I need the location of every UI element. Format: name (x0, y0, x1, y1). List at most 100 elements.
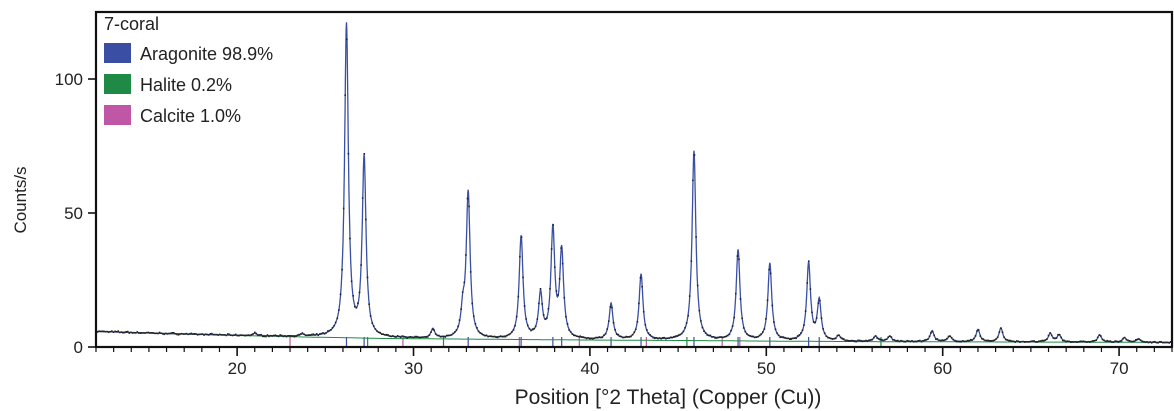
observed-point (796, 335, 799, 337)
observed-point (207, 334, 210, 336)
observed-point (758, 334, 761, 337)
observed-point (581, 336, 583, 338)
observed-point (555, 290, 558, 292)
observed-point (558, 278, 561, 280)
observed-point (533, 327, 535, 330)
observed-point (900, 339, 902, 342)
observed-point (1031, 340, 1034, 342)
observed-point (757, 336, 759, 338)
observed-point (144, 332, 146, 334)
observed-point (168, 332, 170, 335)
observed-point (950, 336, 953, 339)
observed-point (935, 338, 937, 340)
legend-label-aragonite: Aragonite 98.9% (140, 44, 273, 64)
observed-point (1046, 338, 1048, 340)
observed-point (449, 334, 451, 337)
observed-point (377, 331, 380, 333)
observed-point (477, 330, 480, 333)
observed-point (969, 338, 972, 341)
observed-point (127, 330, 129, 333)
observed-point (141, 332, 143, 334)
observed-point (431, 328, 434, 331)
observed-point (158, 331, 161, 334)
observed-point (1082, 340, 1085, 343)
observed-point (792, 337, 794, 340)
observed-point (896, 339, 899, 342)
observed-point (889, 335, 891, 337)
observed-point (952, 338, 955, 341)
observed-point (98, 330, 100, 332)
observed-point (682, 330, 685, 333)
observed-point (819, 299, 821, 302)
x-tick-label: 40 (580, 359, 599, 378)
observed-point (120, 331, 123, 333)
observed-point (495, 336, 497, 338)
observed-point (1114, 340, 1116, 342)
observed-point (574, 334, 577, 337)
observed-point (511, 331, 513, 333)
observed-point (115, 331, 118, 333)
observed-point (681, 332, 683, 335)
observed-point (1095, 339, 1097, 341)
legend-swatch-aragonite (104, 43, 131, 63)
observed-point (625, 335, 627, 338)
observed-point (1120, 340, 1123, 342)
observed-point (138, 332, 140, 334)
observed-point (565, 315, 567, 318)
observed-point (500, 335, 502, 337)
observed-point (249, 334, 251, 337)
observed-point (212, 333, 215, 336)
observed-point (568, 329, 570, 331)
observed-point (501, 335, 504, 338)
observed-point (857, 339, 859, 342)
observed-point (1089, 341, 1091, 343)
observed-point (153, 332, 156, 335)
observed-point (765, 318, 767, 320)
observed-point (1065, 341, 1067, 343)
observed-point (715, 337, 718, 339)
observed-point (971, 339, 974, 341)
observed-point (436, 334, 439, 337)
observed-point (261, 335, 264, 338)
observed-point (396, 335, 399, 337)
observed-point (990, 340, 993, 342)
observed-point (439, 336, 442, 338)
observed-point (400, 336, 402, 339)
observed-point (293, 335, 296, 338)
observed-point (962, 340, 964, 342)
observed-point (831, 338, 834, 340)
observed-point (862, 340, 864, 343)
observed-point (146, 331, 148, 334)
observed-point (768, 268, 770, 271)
observed-point (1093, 339, 1096, 342)
observed-point (931, 330, 934, 333)
observed-point (268, 335, 270, 338)
observed-point (1027, 341, 1029, 343)
observed-point (417, 336, 420, 338)
observed-point (530, 329, 532, 332)
observed-point (817, 302, 820, 305)
observed-point (687, 314, 689, 317)
observed-point (639, 276, 642, 279)
observed-point (1146, 341, 1148, 343)
observed-point (890, 336, 893, 338)
legend-swatch-calcite (104, 105, 131, 125)
observed-point (444, 336, 447, 338)
observed-point (914, 340, 916, 343)
observed-point (755, 336, 758, 338)
observed-point (276, 335, 278, 337)
observed-point (798, 334, 801, 336)
observed-point (601, 336, 604, 339)
observed-point (349, 237, 351, 240)
observed-point (1141, 340, 1143, 343)
observed-point (887, 336, 889, 338)
observed-point (850, 339, 853, 342)
observed-point (922, 340, 924, 342)
observed-point (1123, 336, 1126, 339)
observed-point (666, 337, 669, 339)
observed-point (163, 333, 166, 336)
observed-point (1152, 341, 1155, 343)
observed-point (1166, 341, 1169, 344)
observed-point (782, 336, 785, 338)
axes: 20 30 40 50 60 70 0 50 100 (55, 10, 1174, 378)
